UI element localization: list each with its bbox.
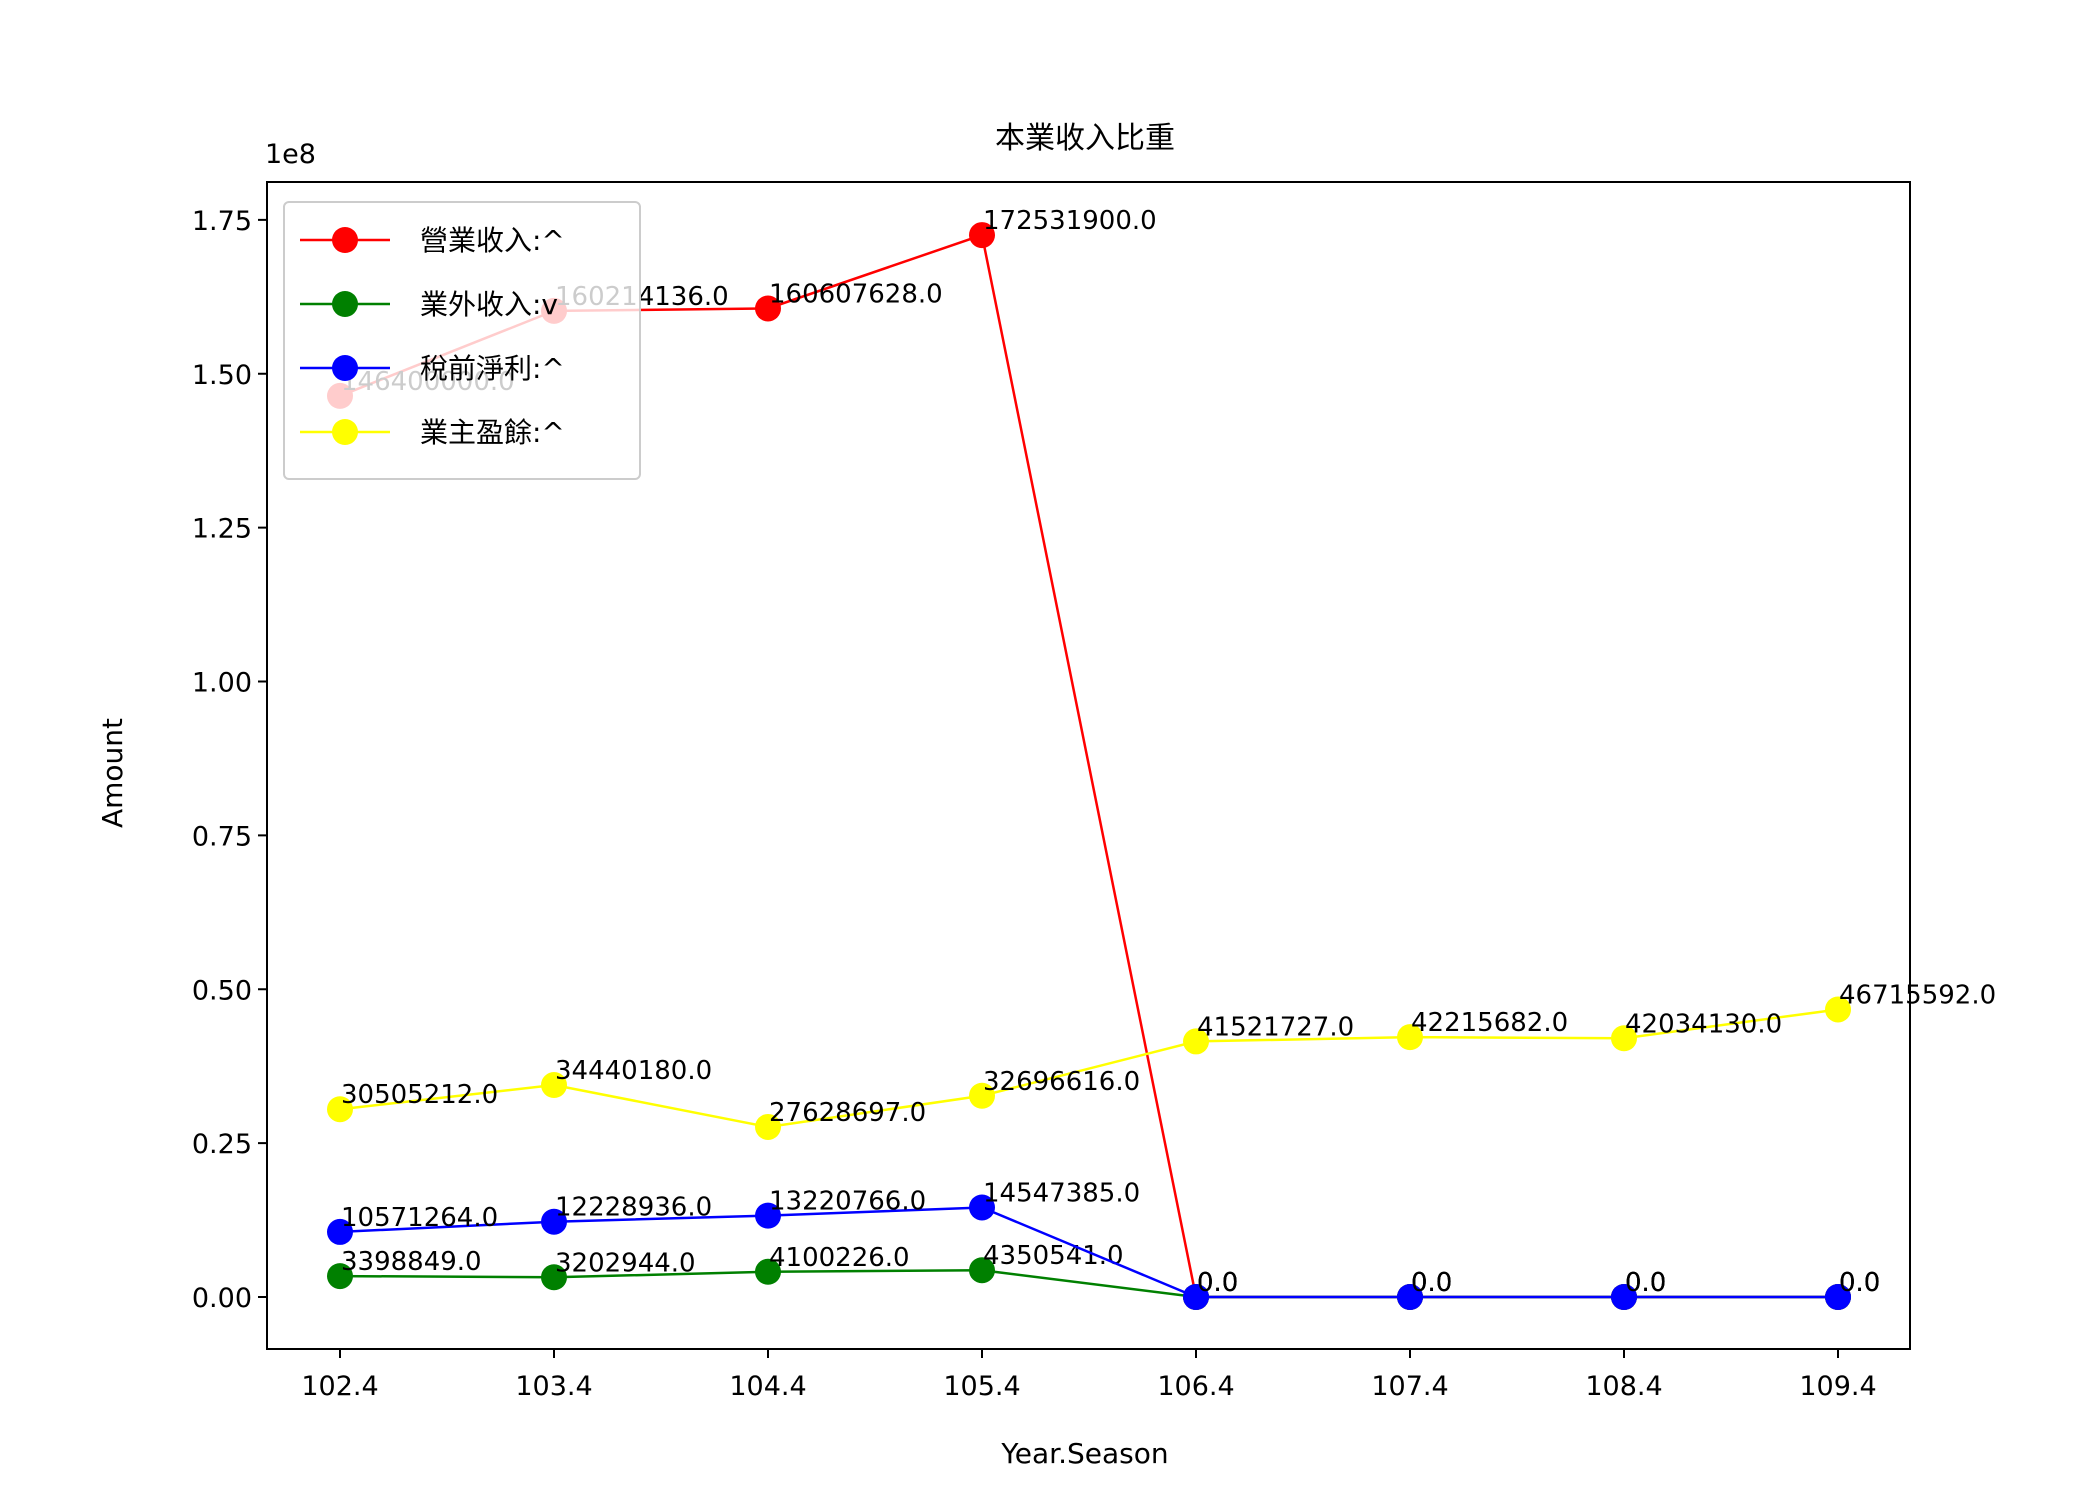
data-label: 4350541.0 [983, 1241, 1124, 1271]
data-label: 30505212.0 [341, 1080, 498, 1110]
data-label: 14547385.0 [983, 1178, 1140, 1208]
data-label: 0.0 [1197, 1268, 1238, 1298]
legend-label: 業主盈餘:^ [420, 416, 565, 449]
data-point [1825, 1284, 1851, 1310]
data-point [755, 1258, 781, 1285]
data-label: 0.0 [1411, 1268, 1452, 1298]
legend-item: 稅前淨利:^ [300, 352, 565, 385]
data-point [969, 1257, 995, 1284]
data-point [541, 1208, 567, 1235]
legend-box [283, 201, 641, 480]
legend-label: 業外收入:v [420, 288, 558, 321]
data-point [1397, 1284, 1423, 1310]
data-point [1611, 1284, 1637, 1310]
data-label: 27628697.0 [769, 1098, 926, 1128]
legend: 營業收入:^ 業外收入:v 稅前淨利:^ 業主盈餘:^ [283, 201, 641, 480]
data-label: 3202944.0 [555, 1248, 696, 1278]
y-tick-label: 1.25 [192, 514, 252, 545]
data-point [969, 1194, 995, 1221]
series-line [339, 1008, 1839, 1129]
data-point [755, 295, 781, 322]
series-group: 3398849.0 3202944.0 4100226.0 4350541.0 0.0 0… [327, 1241, 1880, 1310]
data-point [327, 1096, 353, 1123]
data-point [327, 1263, 353, 1290]
legend-marker [332, 419, 358, 445]
data-label: 46715592.0 [1839, 980, 1996, 1010]
data-label: 4100226.0 [769, 1243, 910, 1273]
y-axis-label: Amount [96, 718, 129, 828]
data-label: 0.0 [1839, 1268, 1880, 1298]
series-group: 10571264.0 12228936.0 13220766.0 14547385.0… [327, 1178, 1880, 1310]
data-point [541, 1264, 567, 1291]
data-point [755, 1202, 781, 1229]
data-point [1183, 1028, 1209, 1055]
series-line [339, 1206, 1838, 1299]
data-label: 34440180.0 [555, 1056, 712, 1086]
legend-label: 營業收入:^ [420, 224, 565, 257]
data-point [1183, 1284, 1209, 1310]
data-label: 13220766.0 [769, 1187, 926, 1217]
x-tick-label: 102.4 [301, 1371, 378, 1402]
data-label: 32696616.0 [983, 1067, 1140, 1097]
data-label: 10571264.0 [341, 1203, 498, 1233]
y-tick-label: 1.50 [192, 360, 252, 391]
legend-label: 稅前淨利:^ [420, 352, 565, 385]
x-tick-label: 109.4 [1799, 1371, 1876, 1402]
y-tick-label: 0.75 [192, 821, 252, 852]
x-axis-label: Year.Season [1000, 1437, 1168, 1470]
x-tick-label: 108.4 [1585, 1371, 1662, 1402]
y-axis-exponent: 1e8 [265, 139, 316, 170]
legend-marker [332, 355, 358, 381]
y-tick-label: 1.00 [192, 668, 252, 699]
data-point [1825, 996, 1851, 1023]
x-tick-label: 105.4 [943, 1371, 1020, 1402]
y-tick-label: 0.50 [192, 975, 252, 1006]
data-label: 12228936.0 [555, 1193, 712, 1223]
data-label: 42034130.0 [1625, 1009, 1782, 1039]
legend-item: 營業收入:^ [300, 224, 565, 257]
legend-item: 業主盈餘:^ [300, 416, 565, 449]
data-label: 41521727.0 [1197, 1012, 1354, 1042]
data-point [755, 1113, 781, 1140]
axis-ticks: 0.00 0.25 0.50 0.75 1.00 1.25 1.50 1.75 102.4 103… [192, 206, 1877, 1402]
data-label: 160607628.0 [769, 279, 943, 309]
data-point [1397, 1024, 1423, 1051]
data-label: 3398849.0 [341, 1247, 482, 1277]
legend-marker [332, 227, 358, 253]
data-point [969, 222, 995, 249]
y-tick-label: 0.25 [192, 1129, 252, 1160]
x-tick-label: 103.4 [515, 1371, 592, 1402]
plot-frame [266, 181, 1911, 1350]
legend-item: 業外收入:v [300, 288, 558, 321]
chart-title: 本業收入比重 [995, 121, 1175, 156]
data-point [541, 1072, 567, 1099]
data-point [327, 1218, 353, 1245]
y-tick-label: 1.75 [192, 206, 252, 237]
legend-marker [332, 291, 358, 317]
series-group: 30505212.0 34440180.0 27628697.0 32696616.0… [327, 980, 1996, 1140]
data-point [969, 1082, 995, 1109]
y-tick-label: 0.00 [192, 1283, 252, 1314]
data-label: 42215682.0 [1411, 1008, 1568, 1038]
x-tick-label: 107.4 [1371, 1371, 1448, 1402]
x-tick-label: 104.4 [729, 1371, 806, 1402]
x-tick-label: 106.4 [1157, 1371, 1234, 1402]
data-point [1611, 1025, 1637, 1052]
data-label: 172531900.0 [983, 206, 1157, 236]
data-label: 0.0 [1625, 1268, 1666, 1298]
